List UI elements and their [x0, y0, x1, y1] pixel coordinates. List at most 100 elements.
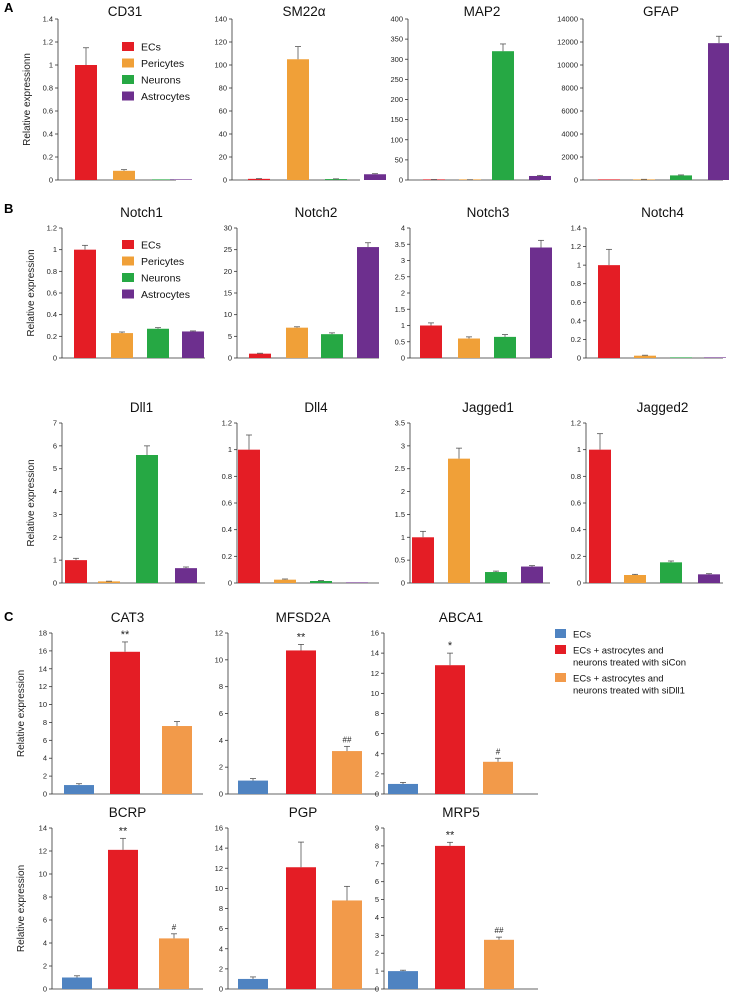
legend-label: ECs	[141, 240, 161, 252]
chart-gfap: 0 2000 4000 6000 8000 10000 12000 14000 GFAP	[557, 4, 729, 185]
y-tick-label: 20	[224, 267, 232, 276]
bar	[274, 579, 296, 583]
y-tick-label: 1.2	[43, 38, 53, 47]
chart-title: MFSD2A	[276, 610, 331, 625]
significance-mark: **	[119, 825, 128, 837]
chart-mfsd2a: 0 2 4 6 8 10 12 MFSD2A ** ##	[215, 610, 378, 799]
bar	[698, 574, 720, 583]
significance-mark: *	[448, 640, 453, 652]
chart-title: Jagged1	[462, 400, 514, 415]
chart-title: PGP	[289, 805, 318, 820]
legend-label: ECs	[141, 42, 161, 54]
bar	[152, 179, 174, 180]
y-tick-label: 2.5	[395, 464, 405, 473]
y-tick-label: 14	[39, 664, 47, 673]
y-tick-label: 12	[371, 669, 379, 678]
y-tick-label: 3.5	[395, 419, 405, 428]
legend-label: ECs + astrocytes and	[573, 646, 664, 657]
y-tick-label: 12	[215, 864, 223, 873]
chart-jagged1: 0 0.5 1 1.5 2 2.5 3 3.5 Jagged1	[395, 400, 550, 588]
y-tick-label: 150	[390, 115, 403, 124]
y-axis-label: Relative expression	[16, 865, 27, 952]
chart-sm22-: 0 20 40 60 80 100 120 140 SM22α	[214, 4, 386, 185]
bar	[321, 334, 343, 358]
bar	[249, 353, 271, 358]
y-tick-label: 140	[214, 15, 227, 24]
chart-notch4: 0 0.2 0.4 0.6 0.8 1 1.2 1.4 Notch4	[571, 205, 726, 363]
y-tick-label: 1.2	[222, 419, 232, 428]
bar	[74, 249, 96, 358]
bar	[483, 761, 513, 794]
y-tick-label: 400	[390, 15, 403, 24]
chart-abca1: 0 2 4 6 8 10 12 14 16 ABCA1 * #	[371, 610, 538, 799]
y-tick-label: 12	[39, 847, 47, 856]
chart-cat3: 0 2 4 6 8 10 12 14 16 18 CAT3 Relative expression **	[16, 610, 203, 799]
y-tick-label: 0.2	[47, 332, 57, 341]
legend-swatch	[122, 273, 134, 282]
bar	[346, 582, 368, 583]
y-tick-label: 250	[390, 75, 403, 84]
y-tick-label: 8	[43, 718, 47, 727]
legend-swatch	[122, 75, 134, 84]
bar	[598, 265, 620, 358]
chart-title: Notch2	[295, 205, 338, 220]
y-tick-label: 5	[228, 332, 232, 341]
bar	[286, 867, 316, 989]
chart-dll1: 0 1 2 3 4 5 6 7 Dll1 Relative expression	[26, 400, 205, 588]
bar	[238, 780, 268, 794]
y-axis-label: Relative expression	[26, 249, 37, 336]
y-tick-label: 8	[43, 893, 47, 902]
bar	[624, 575, 646, 583]
bar	[435, 845, 465, 989]
y-tick-label: 10	[215, 655, 223, 664]
bar	[704, 357, 726, 358]
chart-title: SM22α	[282, 4, 325, 19]
y-tick-label: 30	[224, 224, 232, 233]
y-tick-label: 2	[219, 763, 223, 772]
y-tick-label: 1	[53, 556, 57, 565]
bar	[521, 566, 543, 583]
y-tick-label: 4	[43, 754, 47, 763]
legend-label: Neurons	[141, 273, 181, 285]
bar	[64, 785, 94, 794]
y-tick-label: 7	[53, 419, 57, 428]
y-tick-label: 0	[219, 985, 223, 992]
legend-swatch	[122, 289, 134, 299]
y-tick-label: 2	[43, 962, 47, 971]
significance-mark: ##	[343, 735, 352, 744]
y-tick-label: 0.4	[43, 130, 53, 139]
y-tick-label: 6	[43, 916, 47, 925]
y-tick-label: 2	[401, 289, 405, 298]
y-tick-label: 12	[215, 629, 223, 638]
chart-title: CD31	[108, 4, 143, 19]
chart-title: GFAP	[643, 4, 679, 19]
y-tick-label: 120	[214, 38, 227, 47]
bar	[182, 331, 204, 358]
y-tick-label: 0.2	[571, 552, 581, 561]
y-tick-label: 6	[219, 709, 223, 718]
legend-swatch	[122, 256, 134, 266]
significance-mark: **	[121, 629, 130, 641]
y-tick-label: 2.5	[395, 272, 405, 281]
y-tick-label: 0.6	[222, 499, 232, 508]
y-tick-label: 80	[219, 84, 227, 93]
y-tick-label: 15	[224, 289, 232, 298]
y-tick-label: 0.8	[47, 267, 57, 276]
bar	[286, 327, 308, 358]
y-tick-label: 2000	[561, 153, 578, 162]
chart-title: ABCA1	[439, 610, 483, 625]
legend-label: neurons treated with siDll1	[573, 686, 685, 697]
y-tick-label: 0	[401, 579, 405, 588]
y-tick-label: 8000	[561, 84, 578, 93]
bar	[111, 333, 133, 358]
y-tick-label: 0	[219, 790, 223, 799]
legend-swatch	[555, 629, 566, 638]
legend-label: Pericytes	[141, 58, 184, 70]
bar	[136, 455, 158, 583]
y-tick-label: 10	[224, 310, 232, 319]
y-axis-label: Relative expressionn	[22, 53, 33, 146]
bar	[65, 560, 87, 583]
legend-label: Astrocytes	[141, 289, 190, 301]
y-tick-label: 6	[219, 924, 223, 933]
